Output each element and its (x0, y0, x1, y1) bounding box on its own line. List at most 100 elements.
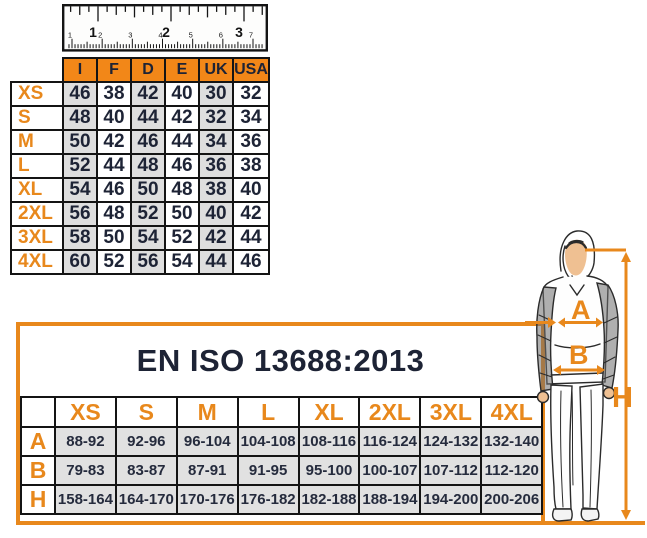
size-value-cell: 40 (232, 177, 270, 203)
measurement-row-label: H (20, 484, 56, 515)
size-value-cell: 44 (164, 129, 200, 155)
iso-standard-title: EN ISO 13688:2013 (136, 343, 425, 378)
size-value-cell: 54 (62, 177, 98, 203)
size-column-header: 4XL (480, 396, 544, 428)
size-column-header: XL (297, 396, 361, 428)
measurement-range-cell: 91-95 (236, 455, 300, 486)
inch-label: 1 (89, 24, 97, 40)
table-row: XL 54 46 50 48 38 40 (10, 177, 270, 203)
size-value-cell: 42 (232, 201, 270, 227)
country-column-header: E (164, 57, 200, 83)
size-column-header: XS (54, 396, 117, 428)
size-value-cell: 40 (198, 201, 234, 227)
baseline-extension (545, 521, 645, 525)
size-value-cell: 56 (130, 249, 166, 275)
ruler-body (62, 4, 268, 52)
size-value-cell: 54 (130, 225, 166, 251)
measurement-range-cell: 95-100 (297, 455, 361, 486)
size-label: XS (10, 81, 64, 107)
size-value-cell: 46 (232, 249, 270, 275)
size-column-header: S (114, 396, 178, 428)
size-value-cell: 52 (96, 249, 132, 275)
person-sketch (536, 230, 619, 522)
size-value-cell: 46 (164, 153, 200, 179)
measurement-range-cell: 107-112 (419, 455, 483, 486)
size-label: L (10, 153, 64, 179)
size-value-cell: 48 (62, 105, 98, 131)
country-column-header: I (62, 57, 98, 83)
size-value-cell: 38 (198, 177, 234, 203)
height-label: H (612, 382, 633, 414)
measurement-range-cell: 79-83 (54, 455, 117, 486)
size-value-cell: 40 (164, 81, 200, 107)
size-label: 3XL (10, 225, 64, 251)
measurement-range-cell: 182-188 (297, 484, 361, 515)
size-column-header: 3XL (419, 396, 483, 428)
size-value-cell: 54 (164, 249, 200, 275)
size-column-header: 2XL (358, 396, 422, 428)
table-row: H 158-164 164-170 170-176 176-182 182-188 188-… (20, 484, 544, 515)
iso-table-container: EN ISO 13688:2013 XS S M L XL 2XL 3XL 4XL A 88-92… (16, 322, 545, 525)
measurement-range-cell: 83-87 (114, 455, 178, 486)
size-value-cell: 34 (198, 129, 234, 155)
size-value-cell: 34 (232, 105, 270, 131)
size-value-cell: 58 (62, 225, 98, 251)
cm-label: 3 (128, 31, 132, 40)
size-value-cell: 40 (96, 105, 132, 131)
size-value-cell: 38 (232, 153, 270, 179)
measurement-range-cell: 96-104 (175, 426, 239, 457)
size-label: M (10, 129, 64, 155)
country-column-header: UK (198, 57, 234, 83)
measurement-range-cell: 100-107 (358, 455, 422, 486)
cm-label: 1 (68, 31, 72, 40)
size-value-cell: 46 (62, 81, 98, 107)
size-value-cell: 44 (198, 249, 234, 275)
size-value-cell: 48 (164, 177, 200, 203)
table-row: M 50 42 46 44 34 36 (10, 129, 270, 155)
size-value-cell: 30 (198, 81, 234, 107)
chest-label: A (571, 295, 591, 325)
size-value-cell: 42 (130, 81, 166, 107)
size-value-cell: 32 (232, 81, 270, 107)
cm-label: 6 (219, 31, 223, 40)
table-row: A 88-92 92-96 96-104 104-108 108-116 116-124 12… (20, 426, 544, 457)
measurement-range-cell: 132-140 (480, 426, 544, 457)
measurement-range-cell: 92-96 (114, 426, 178, 457)
size-value-cell: 36 (198, 153, 234, 179)
size-label: 2XL (10, 201, 64, 227)
size-value-cell: 60 (62, 249, 98, 275)
country-column-header: D (130, 57, 166, 83)
inch-label: 2 (162, 24, 170, 40)
measurement-range-cell: 116-124 (358, 426, 422, 457)
table-row: 4XL 60 52 56 54 44 46 (10, 249, 270, 275)
corner-cell (20, 396, 56, 428)
size-value-cell: 48 (130, 153, 166, 179)
measurement-range-cell: 104-108 (236, 426, 300, 457)
country-column-header: USA (232, 57, 270, 83)
size-value-cell: 46 (96, 177, 132, 203)
size-value-cell: 52 (130, 201, 166, 227)
measurement-row-label: B (20, 455, 56, 486)
size-value-cell: 36 (232, 129, 270, 155)
size-value-cell: 50 (164, 201, 200, 227)
size-value-cell: 52 (62, 153, 98, 179)
size-value-cell: 52 (164, 225, 200, 251)
table-row: XS 46 38 42 40 30 32 (10, 81, 270, 107)
table-row: 2XL 56 48 52 50 40 42 (10, 201, 270, 227)
table-row: 3XL 58 50 54 52 42 44 (10, 225, 270, 251)
size-value-cell: 32 (198, 105, 234, 131)
size-value-cell: 42 (198, 225, 234, 251)
corner-cell (11, 58, 63, 82)
table-row: B 79-83 83-87 87-91 91-95 95-100 100-107 107-11… (20, 455, 544, 486)
measurement-row-label: A (20, 426, 56, 457)
ruler-illustration: 1 2 31 2 3 4 5 6 7 (62, 4, 268, 52)
measurement-range-cell: 87-91 (175, 455, 239, 486)
size-column-header: L (236, 396, 300, 428)
table-row: L 52 44 48 46 36 38 (10, 153, 270, 179)
size-value-cell: 42 (164, 105, 200, 131)
measurement-range-cell: 176-182 (236, 484, 300, 515)
size-value-cell: 50 (130, 177, 166, 203)
size-value-cell: 50 (62, 129, 98, 155)
size-value-cell: 44 (130, 105, 166, 131)
person-illustration: A B H (525, 230, 633, 522)
